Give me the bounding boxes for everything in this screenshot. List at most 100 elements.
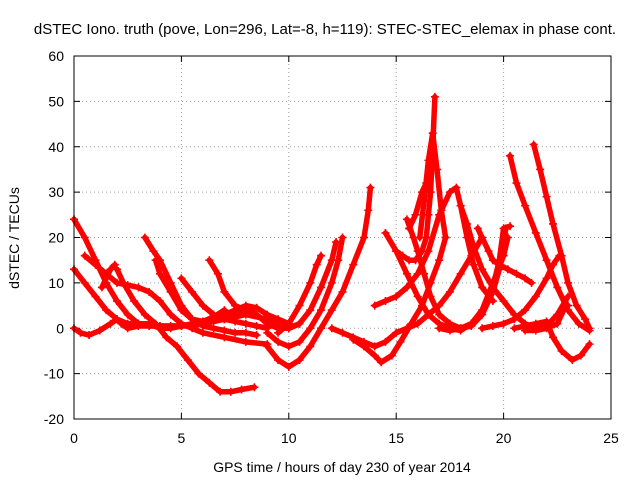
data-point	[284, 342, 293, 351]
data-point	[95, 326, 104, 335]
data-point	[252, 321, 261, 330]
data-point	[478, 283, 487, 292]
data-point	[198, 328, 207, 337]
data-point	[241, 328, 250, 337]
series-arc-28	[478, 251, 564, 333]
data-point	[499, 224, 508, 233]
data-point	[366, 183, 375, 192]
data-point	[407, 319, 416, 328]
data-point	[112, 265, 121, 274]
data-point	[134, 321, 143, 330]
data-point	[435, 256, 444, 265]
data-point	[327, 278, 336, 287]
data-point	[542, 256, 551, 265]
data-point	[478, 324, 487, 333]
series-arc-27	[510, 317, 594, 365]
data-point	[173, 342, 182, 351]
data-point	[177, 274, 186, 283]
data-point	[198, 317, 207, 326]
data-point	[445, 287, 454, 296]
data-point	[370, 351, 379, 360]
series-arc-12	[263, 233, 347, 351]
data-point	[495, 256, 504, 265]
data-point	[80, 233, 89, 242]
data-point	[456, 201, 465, 210]
data-point	[295, 356, 304, 365]
data-point	[332, 238, 341, 247]
data-point	[295, 337, 304, 346]
data-point	[370, 301, 379, 310]
data-point	[392, 328, 401, 337]
data-point	[435, 210, 444, 219]
data-point	[381, 228, 390, 237]
data-point	[349, 260, 358, 269]
data-point	[424, 247, 433, 256]
data-point	[381, 297, 390, 306]
data-point	[91, 260, 100, 269]
series-arc-05	[97, 260, 119, 292]
data-point	[549, 333, 558, 342]
data-point	[140, 233, 149, 242]
y-tick-label: -20	[44, 411, 64, 427]
data-point	[527, 278, 536, 287]
data-point	[435, 310, 444, 319]
data-point	[426, 292, 435, 301]
data-point	[188, 287, 197, 296]
data-point	[220, 333, 229, 342]
data-point	[241, 319, 250, 328]
data-point	[473, 224, 482, 233]
data-point	[426, 188, 435, 197]
data-point	[231, 328, 240, 337]
data-point	[359, 342, 368, 351]
data-point	[295, 301, 304, 310]
data-point	[226, 387, 235, 396]
data-point	[252, 310, 261, 319]
data-point	[338, 233, 347, 242]
data-point	[250, 383, 259, 392]
x-tick-label: 15	[388, 430, 404, 446]
data-point	[306, 278, 315, 287]
data-point	[112, 315, 121, 324]
data-point	[503, 265, 512, 274]
series-arc-01	[70, 215, 229, 330]
data-point	[252, 303, 261, 312]
data-point	[216, 387, 225, 396]
y-tick-label: 30	[48, 184, 64, 200]
data-point	[549, 260, 558, 269]
data-point	[155, 269, 164, 278]
data-point	[112, 297, 121, 306]
data-point	[209, 324, 218, 333]
data-point	[306, 306, 315, 315]
data-point	[531, 326, 540, 335]
data-point	[405, 224, 414, 233]
data-point	[306, 342, 315, 351]
plot-frame	[73, 55, 612, 420]
data-point	[452, 183, 461, 192]
series-line	[99, 261, 118, 291]
data-point	[506, 222, 515, 231]
data-point	[529, 140, 538, 149]
data-point	[130, 297, 139, 306]
data-point	[572, 301, 581, 310]
data-point	[155, 297, 164, 306]
data-point	[123, 324, 132, 333]
data-point	[359, 233, 368, 242]
y-tick-label: 40	[48, 139, 64, 155]
data-point	[306, 324, 315, 333]
data-point	[512, 269, 521, 278]
series-arc-11	[263, 183, 375, 371]
y-tick-label: -10	[44, 366, 64, 382]
data-point	[317, 324, 326, 333]
series-arc-13	[274, 251, 326, 337]
series-arc-24	[506, 151, 594, 335]
data-point	[469, 242, 478, 251]
data-point	[327, 324, 336, 333]
data-point	[542, 274, 551, 283]
data-point	[188, 324, 197, 333]
data-point	[377, 358, 386, 367]
data-point	[411, 256, 420, 265]
x-tick-label: 20	[496, 430, 512, 446]
data-point	[237, 385, 246, 394]
data-point	[140, 310, 149, 319]
